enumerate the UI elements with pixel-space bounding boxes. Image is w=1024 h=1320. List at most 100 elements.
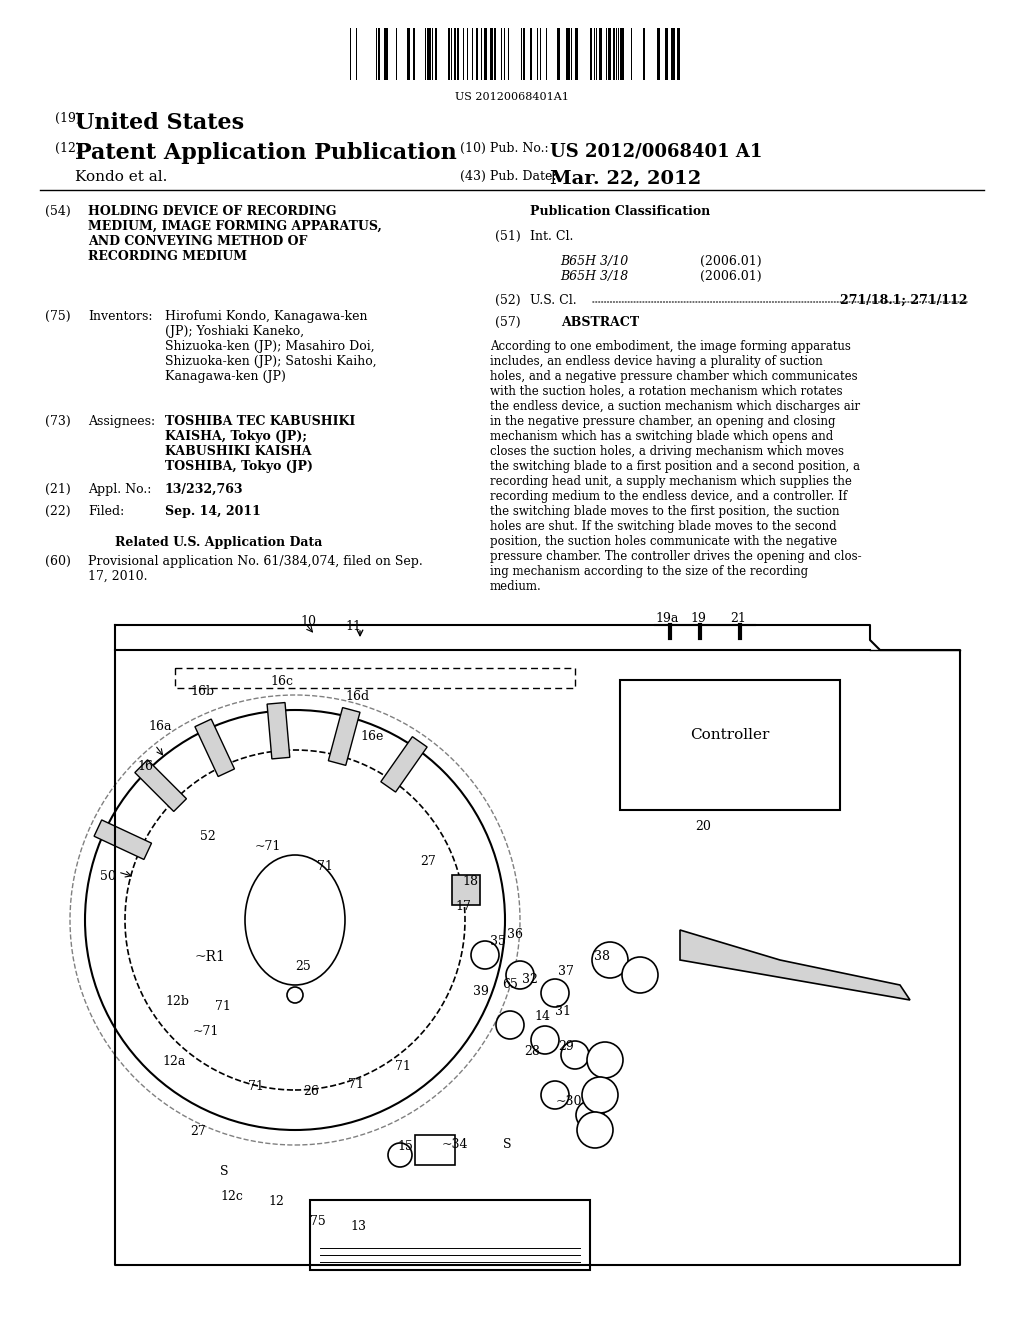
Text: 21: 21 bbox=[730, 612, 745, 624]
Text: 75: 75 bbox=[310, 1214, 326, 1228]
Circle shape bbox=[496, 1011, 524, 1039]
Text: 19a: 19a bbox=[655, 612, 678, 624]
Circle shape bbox=[577, 1111, 613, 1148]
Text: 12a: 12a bbox=[162, 1055, 185, 1068]
Text: (52): (52) bbox=[495, 294, 520, 308]
Bar bbox=[452, 875, 480, 906]
Text: (73): (73) bbox=[45, 414, 71, 428]
Text: 71: 71 bbox=[248, 1080, 264, 1093]
Bar bbox=[590, 28, 592, 81]
Text: Inventors:: Inventors: bbox=[88, 310, 153, 323]
Bar bbox=[476, 28, 478, 81]
Text: 71: 71 bbox=[395, 1060, 411, 1073]
Bar bbox=[427, 28, 431, 81]
Text: 32: 32 bbox=[522, 973, 538, 986]
Text: Appl. No.:: Appl. No.: bbox=[88, 483, 152, 496]
Text: US 2012/0068401 A1: US 2012/0068401 A1 bbox=[550, 143, 763, 160]
Text: S: S bbox=[220, 1166, 228, 1177]
Circle shape bbox=[125, 750, 465, 1090]
Text: ~71: ~71 bbox=[193, 1026, 219, 1038]
Bar bbox=[454, 28, 456, 81]
Bar bbox=[494, 28, 496, 81]
Text: 14: 14 bbox=[534, 1010, 550, 1023]
Polygon shape bbox=[135, 760, 186, 812]
Polygon shape bbox=[195, 719, 234, 776]
Bar bbox=[643, 28, 645, 81]
Text: 26: 26 bbox=[303, 1085, 318, 1098]
Polygon shape bbox=[267, 702, 290, 759]
Bar bbox=[413, 28, 415, 81]
Text: (51): (51) bbox=[495, 230, 521, 243]
Bar bbox=[457, 28, 459, 81]
Text: ~30: ~30 bbox=[556, 1096, 583, 1107]
Text: Hirofumi Kondo, Kanagawa-ken
(JP); Yoshiaki Kaneko,
Shizuoka-ken (JP); Masahiro : Hirofumi Kondo, Kanagawa-ken (JP); Yoshi… bbox=[165, 310, 377, 383]
Text: United States: United States bbox=[75, 112, 244, 135]
Bar bbox=[484, 28, 487, 81]
Text: 35: 35 bbox=[490, 935, 506, 948]
Text: US 20120068401A1: US 20120068401A1 bbox=[455, 92, 569, 102]
Bar bbox=[378, 28, 380, 81]
Text: 37: 37 bbox=[558, 965, 573, 978]
Circle shape bbox=[85, 710, 505, 1130]
Bar bbox=[449, 28, 450, 81]
Text: 16: 16 bbox=[137, 760, 153, 774]
Polygon shape bbox=[680, 931, 910, 1001]
Circle shape bbox=[388, 1143, 412, 1167]
Text: U.S. Cl.: U.S. Cl. bbox=[530, 294, 577, 308]
Bar bbox=[566, 28, 570, 81]
Text: 12: 12 bbox=[268, 1195, 284, 1208]
Text: Filed:: Filed: bbox=[88, 506, 124, 517]
Bar bbox=[613, 28, 615, 81]
Text: 27: 27 bbox=[190, 1125, 206, 1138]
Text: 20: 20 bbox=[695, 820, 711, 833]
Text: 13/232,763: 13/232,763 bbox=[165, 483, 244, 496]
Bar bbox=[575, 28, 578, 81]
Bar bbox=[608, 28, 611, 81]
Text: 28: 28 bbox=[524, 1045, 540, 1059]
Bar bbox=[523, 28, 525, 81]
Bar bbox=[490, 28, 493, 81]
Text: 65: 65 bbox=[502, 978, 518, 991]
Text: (19): (19) bbox=[55, 112, 81, 125]
Text: 16d: 16d bbox=[345, 690, 369, 704]
Text: 36: 36 bbox=[507, 928, 523, 941]
Text: HOLDING DEVICE OF RECORDING
MEDIUM, IMAGE FORMING APPARATUS,
AND CONVEYING METHO: HOLDING DEVICE OF RECORDING MEDIUM, IMAG… bbox=[88, 205, 382, 263]
Text: B65H 3/18: B65H 3/18 bbox=[560, 271, 629, 282]
Bar bbox=[620, 28, 624, 81]
Bar bbox=[407, 28, 410, 81]
Text: ~34: ~34 bbox=[442, 1138, 469, 1151]
Text: 10: 10 bbox=[300, 615, 316, 628]
Text: 12c: 12c bbox=[220, 1191, 243, 1203]
Text: 16c: 16c bbox=[270, 675, 293, 688]
Bar bbox=[671, 28, 675, 81]
Text: Related U.S. Application Data: Related U.S. Application Data bbox=[115, 536, 323, 549]
Circle shape bbox=[582, 1077, 618, 1113]
Circle shape bbox=[622, 957, 658, 993]
Bar bbox=[620, 680, 840, 810]
Ellipse shape bbox=[245, 855, 345, 985]
Text: (12): (12) bbox=[55, 143, 81, 154]
Text: 16a: 16a bbox=[148, 719, 171, 733]
Text: ABSTRACT: ABSTRACT bbox=[561, 315, 639, 329]
Text: (10) Pub. No.:: (10) Pub. No.: bbox=[460, 143, 549, 154]
Text: ~R1: ~R1 bbox=[195, 950, 226, 964]
Text: ~71: ~71 bbox=[255, 840, 282, 853]
Text: 11: 11 bbox=[345, 620, 361, 634]
Circle shape bbox=[531, 1026, 559, 1053]
Text: Kondo et al.: Kondo et al. bbox=[75, 170, 167, 183]
Text: Mar. 22, 2012: Mar. 22, 2012 bbox=[550, 170, 701, 187]
Text: (43) Pub. Date:: (43) Pub. Date: bbox=[460, 170, 556, 183]
Polygon shape bbox=[94, 820, 152, 859]
Text: 25: 25 bbox=[295, 960, 310, 973]
Polygon shape bbox=[329, 708, 360, 766]
Text: 38: 38 bbox=[594, 950, 610, 964]
Text: (21): (21) bbox=[45, 483, 71, 496]
Text: 31: 31 bbox=[555, 1005, 571, 1018]
Circle shape bbox=[575, 1101, 604, 1129]
Text: 271/18.1; 271/112: 271/18.1; 271/112 bbox=[840, 294, 968, 308]
Text: B65H 3/10: B65H 3/10 bbox=[560, 255, 629, 268]
Text: (22): (22) bbox=[45, 506, 71, 517]
Circle shape bbox=[592, 942, 628, 978]
Bar bbox=[665, 28, 668, 81]
Text: 16b: 16b bbox=[190, 685, 214, 698]
